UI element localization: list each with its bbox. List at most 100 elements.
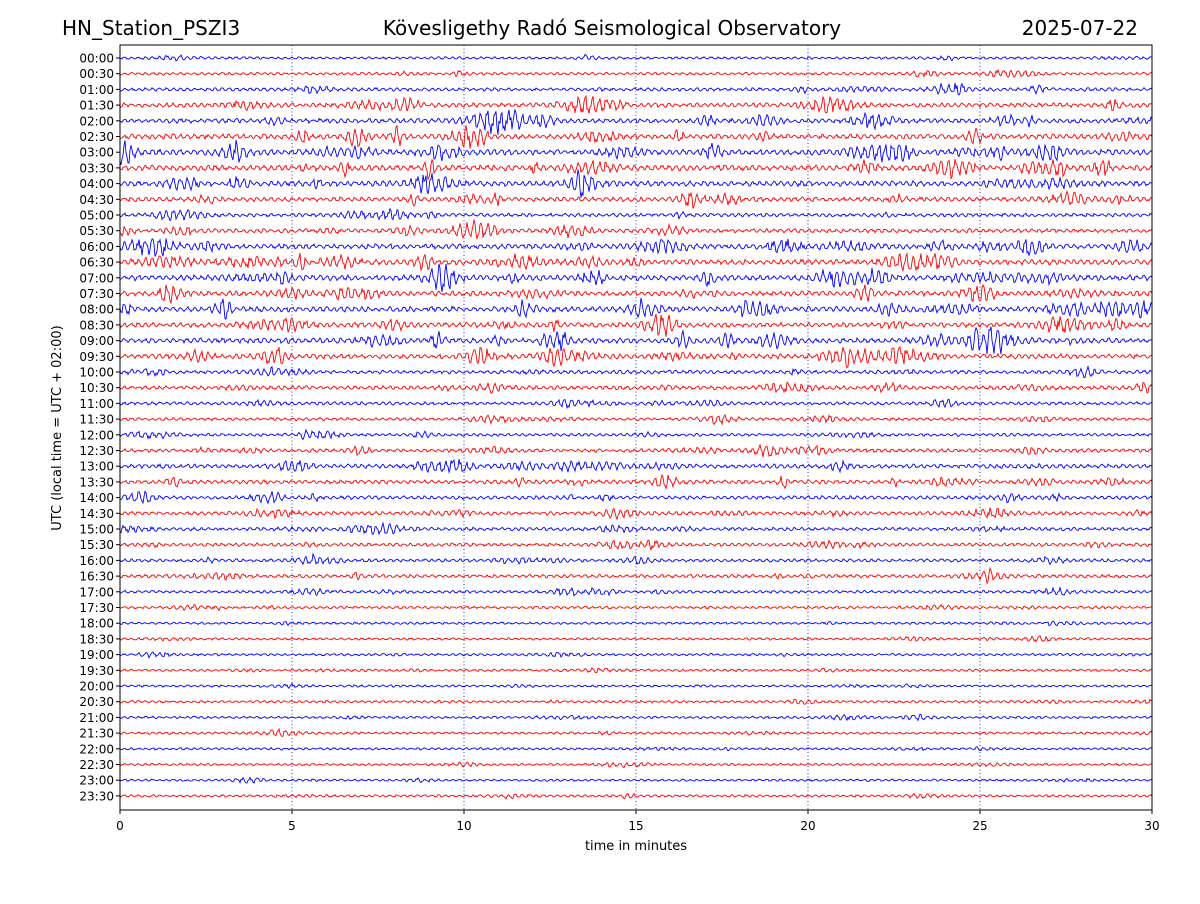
trace-0830 — [119, 313, 1153, 337]
y-tick-label: 00:00 — [79, 52, 114, 66]
trace-0900 — [119, 326, 1153, 355]
y-tick-label: 19:30 — [79, 664, 114, 678]
y-tick-label: 21:00 — [79, 711, 114, 725]
y-tick-label: 17:30 — [79, 601, 114, 615]
y-tick-label: 06:00 — [79, 240, 114, 254]
y-tick-label: 08:00 — [79, 303, 114, 317]
trace-1430 — [119, 507, 1153, 521]
trace-1700 — [119, 586, 1153, 597]
y-tick-label: 16:00 — [79, 554, 114, 568]
y-tick-label: 01:00 — [79, 83, 114, 97]
y-tick-label: 15:00 — [79, 523, 114, 537]
x-axis-ticks: 0 5 10 15 20 25 30 — [116, 810, 1160, 833]
observatory-title: Kövesligethy Radó Seismological Observat… — [383, 16, 841, 40]
x-tick-label: 0 — [116, 819, 124, 833]
y-tick-label: 05:00 — [79, 209, 114, 223]
trace-1530 — [119, 539, 1153, 551]
y-tick-label: 20:30 — [79, 695, 114, 709]
trace-0400 — [119, 169, 1153, 198]
y-tick-label: 04:00 — [79, 177, 114, 191]
trace-1230 — [119, 443, 1153, 458]
y-tick-label: 20:00 — [79, 680, 114, 694]
x-tick-label: 30 — [1144, 819, 1159, 833]
trace-2100 — [119, 713, 1153, 722]
y-tick-label: 18:00 — [79, 617, 114, 631]
trace-1100 — [119, 398, 1153, 410]
y-tick-label: 12:00 — [79, 428, 114, 442]
x-axis-label: time in minutes — [585, 839, 687, 854]
trace-0730 — [119, 283, 1153, 305]
y-tick-label: 13:00 — [79, 460, 114, 474]
trace-2030 — [119, 698, 1153, 705]
y-tick-label: 23:00 — [79, 774, 114, 788]
trace-0930 — [119, 346, 1153, 369]
trace-2200 — [119, 746, 1153, 752]
trace-1000 — [119, 364, 1153, 379]
y-tick-label: 08:30 — [79, 318, 114, 332]
x-tick-label: 25 — [972, 819, 987, 833]
plot-frame — [119, 44, 1153, 811]
station-title: HN_Station_PSZI3 — [62, 16, 240, 40]
y-tick-label: 11:00 — [79, 397, 114, 411]
x-tick-label: 5 — [288, 819, 296, 833]
y-tick-label: 00:30 — [79, 67, 114, 81]
y-tick-label: 09:30 — [79, 350, 114, 364]
trace-2300 — [119, 776, 1153, 784]
trace-0630 — [119, 252, 1153, 273]
x-tick-label: 10 — [456, 819, 471, 833]
trace-1900 — [119, 651, 1153, 659]
trace-0430 — [119, 189, 1153, 209]
y-tick-label: 10:00 — [79, 366, 114, 380]
trace-1830 — [119, 635, 1153, 643]
trace-0700 — [119, 263, 1153, 292]
trace-1130 — [119, 413, 1153, 426]
trace-1200 — [119, 428, 1153, 441]
y-tick-label: 13:30 — [79, 475, 114, 489]
gridlines — [291, 45, 981, 810]
y-tick-label: 05:30 — [79, 224, 114, 238]
trace-0130 — [119, 94, 1153, 114]
trace-1630 — [119, 566, 1153, 585]
y-tick-label: 14:30 — [79, 507, 114, 521]
y-tick-label: 03:00 — [79, 146, 114, 160]
y-tick-label: 02:30 — [79, 130, 114, 144]
trace-2230 — [119, 761, 1153, 769]
y-tick-label: 06:30 — [79, 256, 114, 270]
trace-0030 — [119, 68, 1153, 78]
y-axis-label: UTC (local time = UTC + 02:00) — [50, 325, 65, 530]
trace-0100 — [119, 82, 1153, 96]
trace-1500 — [119, 521, 1153, 536]
trace-2000 — [119, 682, 1153, 689]
trace-1030 — [119, 381, 1153, 394]
y-tick-label: 18:30 — [79, 632, 114, 646]
trace-0500 — [119, 207, 1153, 222]
y-tick-label: 07:30 — [79, 287, 114, 301]
y-tick-label: 22:00 — [79, 742, 114, 756]
y-tick-label: 04:30 — [79, 193, 114, 207]
y-tick-label: 22:30 — [79, 758, 114, 772]
y-tick-label: 19:00 — [79, 648, 114, 662]
y-tick-label: 01:30 — [79, 99, 114, 113]
y-tick-label: 07:00 — [79, 271, 114, 285]
y-tick-label: 21:30 — [79, 727, 114, 741]
y-tick-label: 16:30 — [79, 570, 114, 584]
trace-0230 — [119, 124, 1153, 149]
trace-0000 — [119, 53, 1153, 62]
seismic-traces — [119, 53, 1153, 800]
trace-0600 — [119, 238, 1153, 257]
x-tick-label: 15 — [628, 819, 643, 833]
trace-1300 — [119, 458, 1153, 474]
trace-2130 — [119, 727, 1153, 737]
trace-0530 — [119, 219, 1153, 240]
date-title: 2025-07-22 — [1022, 16, 1138, 40]
trace-1600 — [119, 552, 1153, 566]
trace-0300 — [119, 139, 1153, 166]
trace-1400 — [119, 490, 1153, 505]
y-tick-label: 09:00 — [79, 334, 114, 348]
trace-0800 — [119, 297, 1153, 320]
trace-1930 — [119, 667, 1153, 674]
y-tick-label: 03:30 — [79, 161, 114, 175]
y-tick-label: 11:30 — [79, 413, 114, 427]
